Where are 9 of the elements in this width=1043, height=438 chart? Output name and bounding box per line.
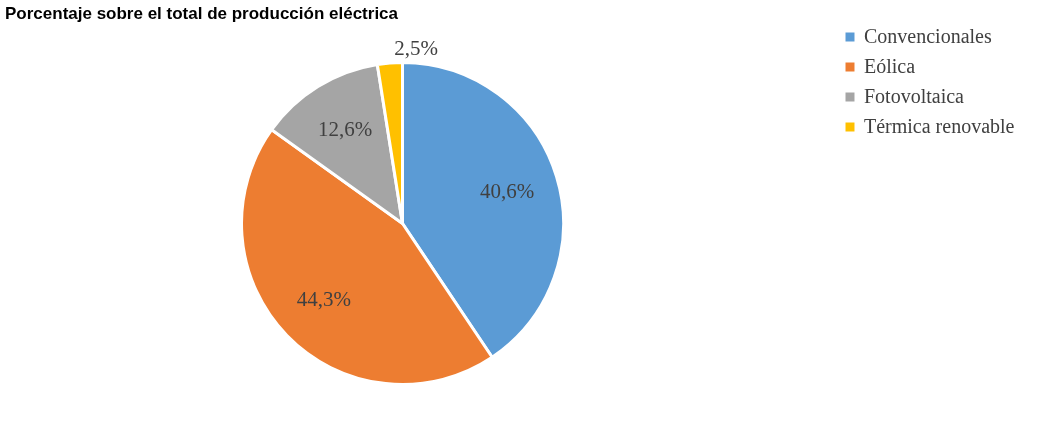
data-label: 2,5% xyxy=(394,36,439,61)
data-label: 44,3% xyxy=(296,286,351,311)
legend-label: Eólica xyxy=(864,55,916,77)
legend-label: Térmica renovable xyxy=(864,115,1015,137)
legend-label: Fotovoltaica xyxy=(864,85,965,107)
chart-title: Porcentaje sobre el total de producción eléctrica xyxy=(5,4,399,23)
data-label: 12,6% xyxy=(317,117,373,142)
data-label: 40,6% xyxy=(480,178,535,203)
legend-label: Convencionales xyxy=(864,25,992,47)
